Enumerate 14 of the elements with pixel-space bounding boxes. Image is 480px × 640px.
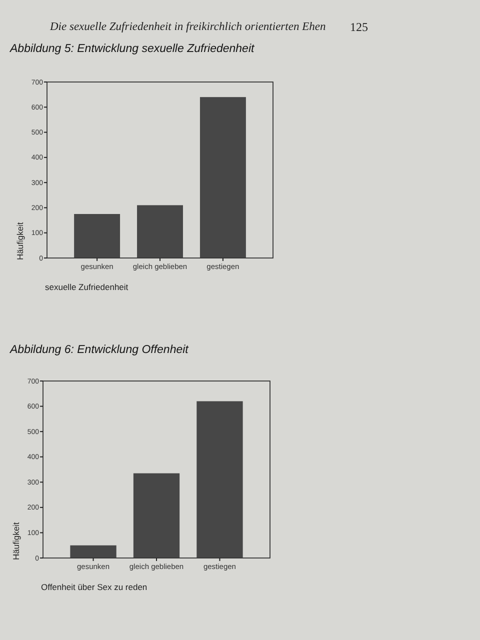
bar — [133, 473, 180, 558]
y-axis-title: Häufigkeit — [15, 222, 25, 260]
bar — [200, 97, 246, 258]
x-axis-title: sexuelle Zufriedenheit — [45, 282, 129, 292]
x-axis-title: Offenheit über Sex zu reden — [41, 582, 148, 592]
chart-title: Abbildung 6: Entwicklung Offenheit — [9, 344, 190, 356]
text: Die sexuelle Zufriedenheit in freikirchlich orientierten Ehen — [49, 21, 326, 33]
bar — [70, 545, 116, 558]
chart-title: Abbildung 5: Entwicklung sexuelle Zufriedenheit — [9, 43, 256, 55]
bar — [137, 205, 183, 258]
y-axis-title: Häufigkeit — [11, 522, 21, 560]
text: 125 — [350, 20, 368, 34]
bar — [74, 214, 120, 258]
bar — [196, 401, 243, 558]
